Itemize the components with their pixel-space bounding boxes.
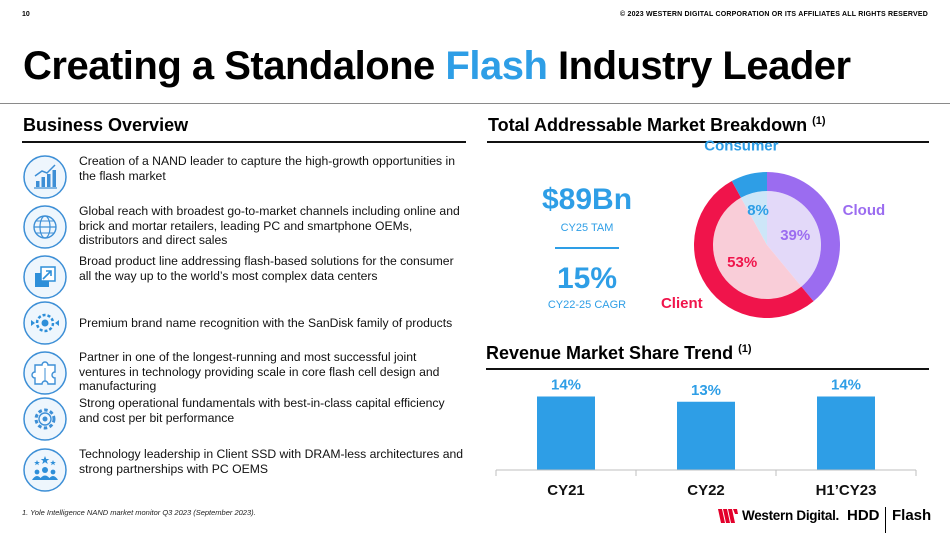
- business-overview-rule: [22, 141, 466, 143]
- tam-heading: Total Addressable Market Breakdown (1): [488, 115, 826, 136]
- tam-heading-rule: [487, 141, 929, 143]
- donut-inner-slice-cloud: [767, 191, 821, 287]
- slide-title: Creating a Standalone Flash Industry Lea…: [23, 44, 851, 89]
- overview-text: Global reach with broadest go-to-market …: [79, 204, 460, 247]
- revenue-share-bar-chart: 14% CY21 13% CY22 14% H1’CY23: [495, 377, 917, 499]
- revenue-heading: Revenue Market Share Trend (1): [486, 343, 752, 364]
- bar-cy22: [677, 401, 735, 470]
- bar-value-label-cy21: 14%: [551, 377, 581, 394]
- page-number: 10: [22, 11, 30, 18]
- overview-item-product-line: Broad product line addressing flash-base…: [22, 254, 467, 300]
- overview-text: Broad product line addressing flash-base…: [79, 254, 454, 283]
- donut-category-label-client: Client: [661, 295, 703, 312]
- title-part-2: Industry Leader: [547, 44, 851, 88]
- footnote: 1. Yole Intelligence NAND market monitor…: [22, 508, 256, 517]
- tam-divider: [555, 247, 619, 249]
- donut-value-label-cloud: 39%: [780, 227, 810, 244]
- overview-text: Partner in one of the longest-running an…: [79, 350, 440, 393]
- donut-value-label-client: 53%: [727, 254, 757, 271]
- brand-separator: [885, 507, 886, 533]
- title-accent-word: Flash: [445, 44, 548, 88]
- cagr-value: 15%: [556, 262, 618, 295]
- brand-flash-label: Flash: [892, 507, 932, 524]
- overview-item-technology: Technology leadership in Client SSD with…: [22, 447, 467, 493]
- donut-inner-slice-consumer: [740, 191, 767, 245]
- team-stars-icon: [23, 448, 67, 492]
- overview-text: Creation of a NAND leader to capture the…: [79, 154, 455, 183]
- title-part-1: Creating a Standalone: [23, 44, 446, 88]
- revenue-heading-rule: [486, 368, 929, 370]
- overview-item-joint-venture: Partner in one of the longest-running an…: [22, 350, 467, 396]
- brand-badge-icon: [23, 301, 67, 345]
- overview-text: Premium brand name recognition with the …: [79, 316, 453, 330]
- brand-company-name: Western Digital.: [742, 508, 839, 523]
- tam-value: $89Bn: [541, 183, 633, 216]
- growth-chart-icon: [23, 155, 67, 199]
- bar-value-label-h1-cy23: 14%: [831, 377, 861, 394]
- tam-heading-text: Total Addressable Market Breakdown: [488, 115, 808, 135]
- tam-heading-footnote-ref: (1): [812, 115, 826, 127]
- western-digital-logo-icon: [718, 509, 738, 523]
- donut-slice-consumer: [731, 172, 767, 198]
- business-overview-heading: Business Overview: [23, 115, 189, 135]
- puzzle-icon: [23, 351, 67, 395]
- donut-inner-slice-client: [713, 197, 802, 299]
- tam-label: CY25 TAM: [560, 222, 614, 234]
- brand-footer: Western Digital. HDD Flash: [718, 506, 940, 533]
- expand-arrow-icon: [23, 255, 67, 299]
- overview-item-global-reach: Global reach with broadest go-to-market …: [22, 204, 467, 250]
- bar-category-label-cy21: CY21: [547, 482, 585, 499]
- bar-cy21: [537, 396, 595, 470]
- copyright-notice: © 2023 WESTERN DIGITAL CORPORATION OR IT…: [619, 11, 928, 18]
- tam-donut-chart: 39% Cloud 53% Client 8% Consumer: [661, 137, 886, 318]
- title-divider: [0, 103, 950, 104]
- revenue-heading-footnote-ref: (1): [738, 343, 752, 355]
- bar-category-label-h1-cy23: H1’CY23: [816, 482, 877, 499]
- bar-h1-cy23: [817, 396, 875, 470]
- overview-text: Strong operational fundamentals with bes…: [79, 396, 445, 425]
- bar-value-label-cy22: 13%: [691, 382, 721, 399]
- donut-category-label-consumer: Consumer: [704, 137, 778, 154]
- revenue-heading-text: Revenue Market Share Trend: [486, 343, 734, 363]
- overview-item-brand: Premium brand name recognition with the …: [22, 300, 467, 346]
- donut-value-label-consumer: 8%: [747, 202, 769, 219]
- donut-slice-client: [694, 181, 814, 318]
- globe-icon: [23, 205, 67, 249]
- donut-slice-cloud: [767, 172, 840, 302]
- overview-text: Technology leadership in Client SSD with…: [79, 447, 464, 476]
- overview-item-nand-leader: Creation of a NAND leader to capture the…: [22, 154, 467, 200]
- cagr-label: CY22-25 CAGR: [547, 299, 627, 311]
- donut-category-label-cloud: Cloud: [843, 202, 886, 219]
- overview-item-operations: Strong operational fundamentals with bes…: [22, 396, 467, 442]
- brand-hdd-label: HDD: [847, 507, 880, 524]
- bar-category-label-cy22: CY22: [687, 482, 725, 499]
- gear-icon: [23, 397, 67, 441]
